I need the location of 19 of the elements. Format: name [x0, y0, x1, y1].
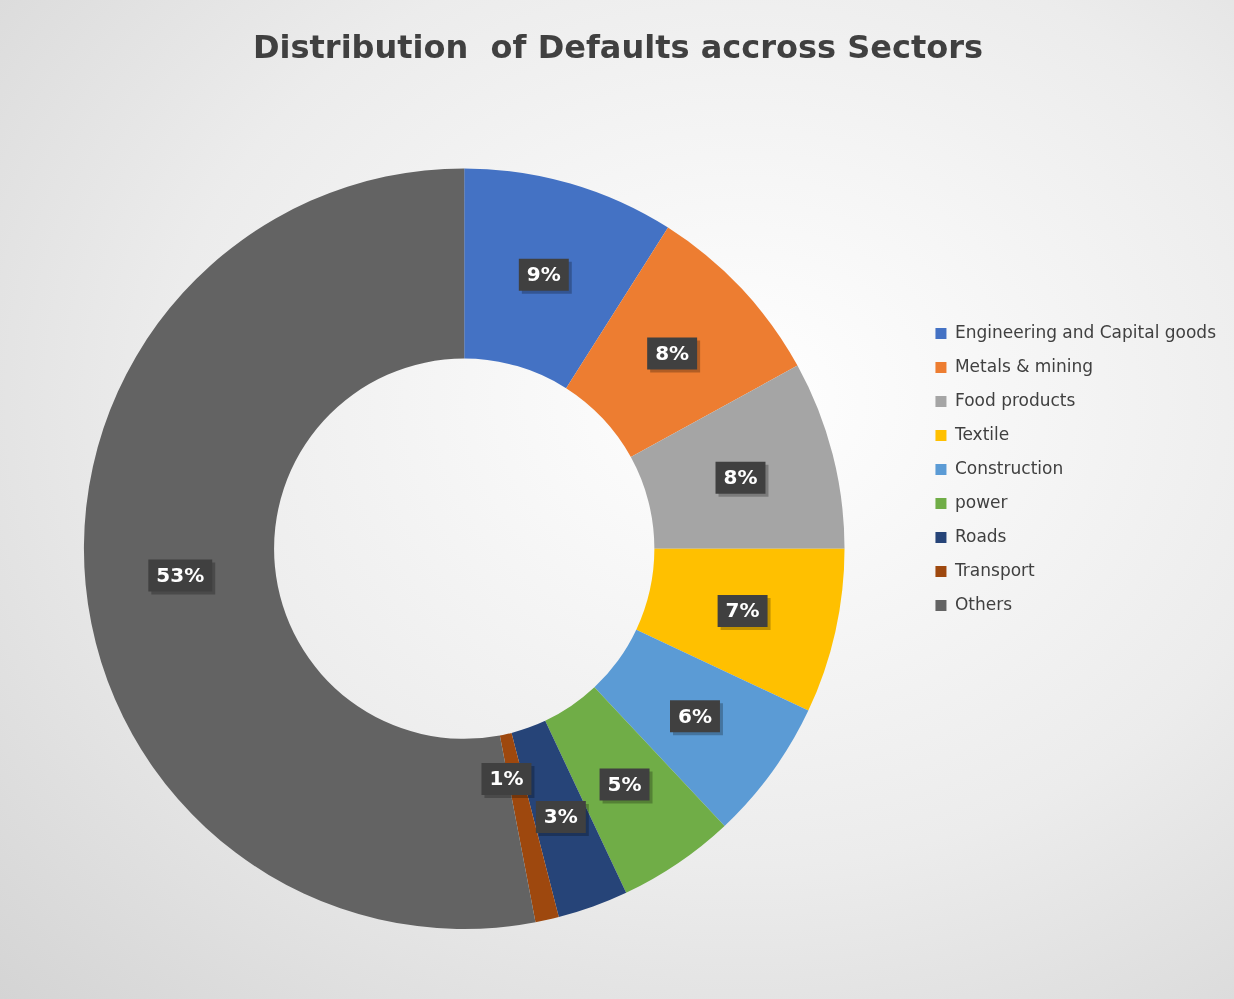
- legend-label: power: [954, 491, 1008, 512]
- legend-label: Metals & mining: [954, 355, 1094, 376]
- legend-label: Textile: [953, 423, 1010, 444]
- legend-label: Engineering and Capital goods: [954, 321, 1217, 342]
- data-label: 7%: [725, 598, 760, 623]
- data-label: 8%: [723, 464, 758, 489]
- data-label: 6%: [678, 703, 712, 728]
- chart-title: Distribution of Defaults accross Sectors: [252, 27, 984, 66]
- data-label: 5%: [607, 771, 642, 796]
- data-label: 9%: [526, 262, 561, 286]
- data-label: 8%: [655, 340, 690, 365]
- data-label: 1%: [489, 766, 524, 791]
- data-label: 53%: [156, 562, 205, 587]
- legend-label: Construction: [954, 457, 1064, 478]
- legend-label: Transport: [953, 559, 1036, 580]
- legend-label: Others: [954, 593, 1013, 614]
- legend-label: Food products: [954, 389, 1076, 410]
- data-label: 3%: [543, 804, 578, 829]
- legend-label: Roads: [954, 525, 1007, 546]
